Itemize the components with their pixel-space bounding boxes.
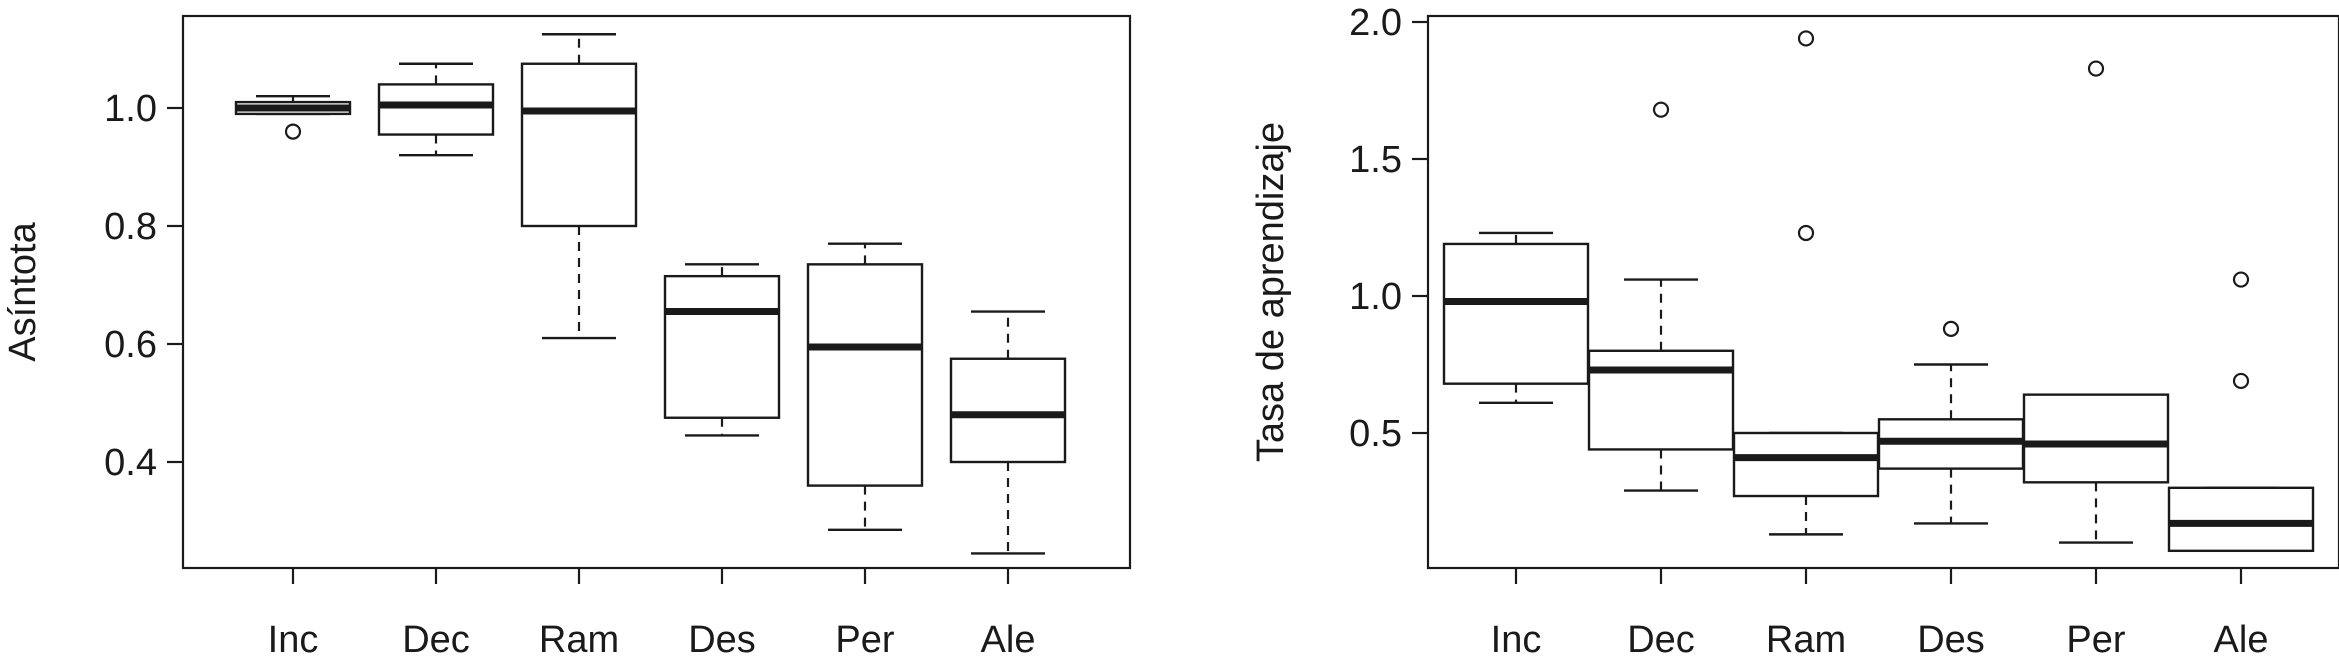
y-axis-title: Tasa de aprendizaje (1250, 122, 1292, 462)
box-inc (234, 94, 352, 140)
y-tick-label: 0.5 (1349, 413, 1402, 455)
box-des (1877, 320, 2025, 525)
y-tick-label: 2.0 (1349, 2, 1402, 44)
iqr-box (663, 274, 781, 419)
iqr-box (949, 357, 1067, 464)
iqr-box (1587, 349, 1735, 451)
x-tick-label: Dec (1627, 619, 1695, 661)
outlier-point (2232, 271, 2250, 288)
box-inc (1442, 231, 1590, 405)
plot-frame (181, 14, 1132, 570)
y-tick-label: 1.0 (1349, 276, 1402, 318)
x-tick-label: Dec (402, 619, 470, 661)
iqr-box (1732, 431, 1880, 498)
x-tick-label: Inc (1491, 619, 1542, 661)
iqr-box (2167, 486, 2315, 553)
iqr-box (2022, 393, 2170, 484)
iqr-box (806, 263, 924, 487)
asintota-boxplot-panel: 0.4 0.6 0.8 1.0 Asíntota Inc Dec Ram Des Per Ale (2, 14, 1132, 661)
x-tick-label: Ram (1766, 619, 1846, 661)
outlier-point (1942, 320, 1960, 337)
outlier-point (2232, 372, 2250, 390)
x-tick-label: Ram (539, 619, 619, 661)
x-tick-label: Des (688, 619, 756, 661)
y-tick-label: 1.5 (1349, 139, 1402, 181)
y-tick-label: 0.8 (104, 206, 157, 248)
outlier-point (2087, 60, 2105, 77)
x-tick-label: Des (1917, 619, 1985, 661)
box-dec (377, 62, 495, 157)
iqr-box (520, 62, 638, 228)
outlier-point (1797, 30, 1815, 47)
box-des (663, 263, 781, 437)
x-tick-label: Ale (2214, 619, 2269, 661)
box-per (806, 242, 924, 532)
outlier-point (1652, 101, 1670, 118)
box-ram (520, 33, 638, 340)
box-ale (2167, 271, 2315, 553)
y-axis-title: Asíntota (2, 221, 44, 361)
iqr-box (1442, 242, 1590, 385)
tasa-de-aprendizaje-boxplot-panel: 0.5 1.0 1.5 2.0 Tasa de aprendizaje Inc Dec Ram… (1250, 2, 2339, 661)
y-tick-label: 0.4 (104, 442, 157, 484)
x-tick-label: Per (835, 619, 894, 661)
y-tick-label: 1.0 (104, 88, 157, 130)
iqr-box (377, 83, 495, 136)
x-tick-label: Ale (981, 619, 1036, 661)
outlier-point (1797, 224, 1815, 242)
box-dec (1587, 101, 1735, 492)
box-per (2022, 60, 2170, 544)
x-tick-label: Per (2066, 619, 2125, 661)
box-ram (1732, 30, 1880, 536)
box-ale (949, 310, 1067, 555)
x-tick-label: Inc (268, 619, 319, 661)
y-tick-label: 0.6 (104, 324, 157, 366)
outlier-point (284, 123, 302, 140)
plot-frame (1426, 14, 2339, 570)
